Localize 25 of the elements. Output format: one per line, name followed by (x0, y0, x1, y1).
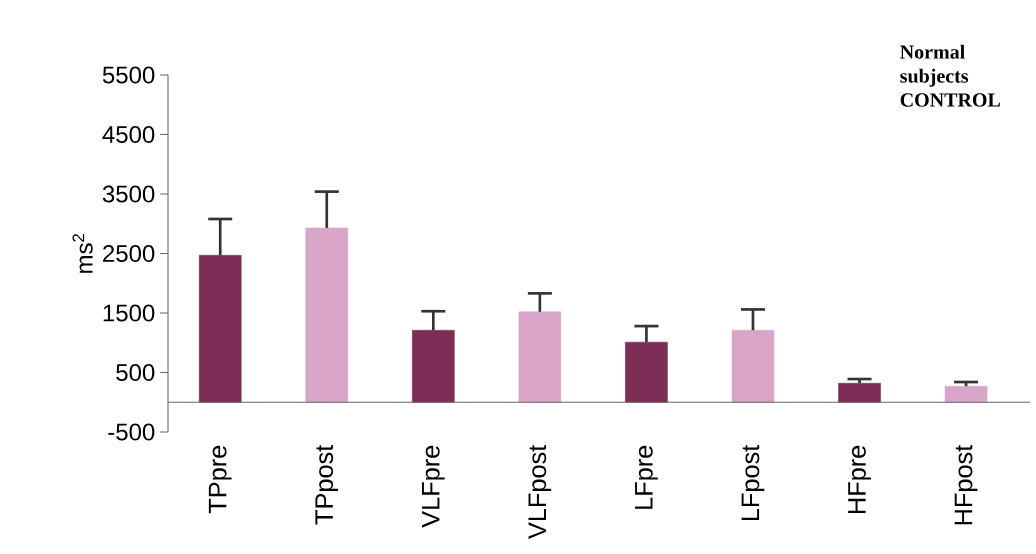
bar (305, 227, 349, 403)
x-tick-label: LFpre (635, 445, 658, 509)
x-tick-label: VLFpost (528, 444, 552, 539)
y-tick-label: 5500 (102, 66, 155, 84)
y-tick-label: 2500 (103, 244, 155, 262)
bar (838, 382, 881, 403)
x-tick-label: LFpost (741, 444, 765, 521)
bar (731, 329, 775, 403)
x-tick-label: TPpost (315, 444, 339, 525)
y-tick-label: 1500 (103, 304, 155, 322)
bar (198, 255, 242, 403)
y-tick-label: -500 (108, 423, 155, 441)
x-tick-label: HFpost (954, 444, 978, 525)
bar (412, 329, 455, 403)
x-tick-label: HFpre (848, 445, 871, 514)
y-tick-label: 500 (116, 363, 155, 381)
annotation: Normal subjects CONTROL (900, 44, 1000, 107)
x-tick-label: VLFpre (421, 445, 445, 528)
bar (944, 385, 988, 403)
y-tick-label: 3500 (102, 185, 155, 203)
bar (625, 341, 668, 403)
y-tick-label: 4500 (102, 125, 155, 143)
bar (518, 311, 562, 403)
y-axis-title: ms$^{2}$ (72, 234, 93, 273)
x-tick-label: TPpre (208, 445, 232, 514)
